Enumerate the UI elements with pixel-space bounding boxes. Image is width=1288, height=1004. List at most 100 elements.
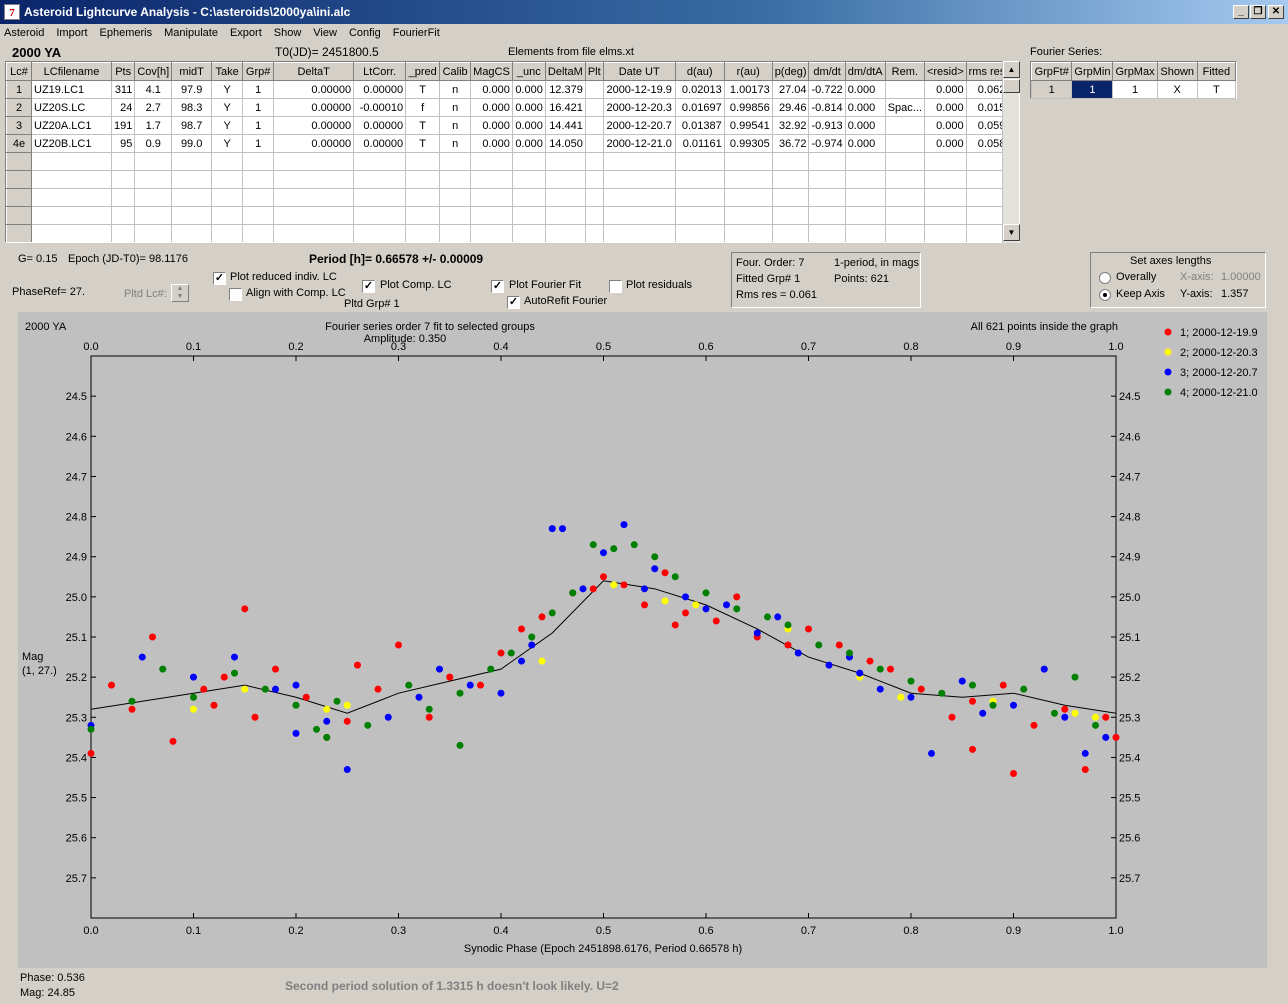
table-cell[interactable] [31,170,112,189]
table-cell[interactable]: 2000-12-21.0 [602,134,676,153]
fs-cell-grpft[interactable]: 1 [1030,80,1073,99]
lc-col-header[interactable]: _pred [405,62,441,81]
table-cell[interactable] [884,116,925,135]
fs-cell-grpmin[interactable]: 1 [1071,80,1114,99]
table-cell[interactable] [923,206,967,225]
table-cell[interactable] [584,224,604,242]
scroll-down-icon[interactable]: ▼ [1003,224,1020,241]
table-cell[interactable]: 0.00000 [273,98,355,117]
lc-col-header[interactable]: dm/dtA [844,62,886,81]
table-cell[interactable] [171,152,213,171]
table-cell[interactable]: 0.062 [965,80,1009,99]
table-cell[interactable] [808,206,846,225]
table-cell[interactable] [171,170,213,189]
table-cell[interactable]: n [439,116,472,135]
table-cell[interactable] [470,206,513,225]
table-cell[interactable] [171,188,213,207]
table-cell[interactable]: -0.974 [808,134,846,153]
table-cell[interactable]: 24 [110,98,136,117]
table-cell[interactable]: 98.7 [171,116,213,135]
table-cell[interactable] [674,170,725,189]
table-cell[interactable] [211,206,244,225]
fs-col-grpmin[interactable]: GrpMin [1071,62,1114,81]
lc-col-header[interactable]: Plt [584,62,604,81]
lc-col-header[interactable]: MagCS [470,62,513,81]
table-cell[interactable] [353,188,407,207]
menu-export[interactable]: Export [229,27,262,39]
table-cell[interactable]: 0.000 [470,134,513,153]
lightcurve-table[interactable]: Lc# LCfilename Pts Cov[h] midT Take Grp# DeltaT… [5,61,1020,243]
table-cell[interactable] [242,170,275,189]
table-cell[interactable] [602,206,676,225]
table-cell[interactable] [242,188,275,207]
fs-col-fitted[interactable]: Fitted [1196,62,1237,81]
table-cell[interactable] [844,152,886,171]
lc-col-header[interactable]: LCfilename [31,62,112,81]
table-cell[interactable]: 1 [242,80,275,99]
table-cell[interactable] [110,188,136,207]
lc-col-header[interactable]: Cov[h] [134,62,173,81]
table-cell[interactable] [405,152,441,171]
table-cell[interactable]: -0.722 [808,80,846,99]
autorefit-checkbox[interactable]: ✓ [507,296,520,309]
table-cell[interactable] [602,170,676,189]
table-cell[interactable] [771,206,810,225]
table-cell[interactable] [439,224,472,242]
lc-col-header[interactable]: Rem. [884,62,925,81]
close-button[interactable]: ✕ [1268,5,1284,19]
lc-col-header[interactable]: Date UT [602,62,676,81]
table-cell[interactable]: 32.92 [771,116,810,135]
table-cell[interactable]: 0.000 [470,116,513,135]
table-cell[interactable]: 0.000 [511,116,546,135]
table-cell[interactable] [602,188,676,207]
overally-radio[interactable] [1099,272,1111,284]
lc-col-header[interactable]: Grp# [242,62,275,81]
fs-cell-fitted[interactable]: T [1196,80,1237,99]
lc-col-header[interactable]: Calib [439,62,472,81]
table-cell[interactable]: 1 [242,98,275,117]
table-cell[interactable]: UZ20A.LC1 [31,116,112,135]
table-cell[interactable] [134,224,173,242]
table-cell[interactable]: 97.9 [171,80,213,99]
table-cell[interactable] [584,170,604,189]
table-cell[interactable]: Spac... [884,98,925,117]
plot-residuals-checkbox[interactable] [609,280,622,293]
table-cell[interactable]: 27.04 [771,80,810,99]
table-cell[interactable] [439,206,472,225]
table-cell[interactable] [31,188,112,207]
table-cell[interactable]: Y [211,80,244,99]
table-cell[interactable] [110,206,136,225]
minimize-button[interactable]: _ [1233,5,1249,19]
table-cell[interactable] [584,152,604,171]
table-cell[interactable] [273,188,355,207]
table-cell[interactable] [771,224,810,242]
table-cell[interactable]: 0.01697 [674,98,725,117]
table-cell[interactable]: 0.000 [470,98,513,117]
table-cell[interactable] [171,206,213,225]
table-cell[interactable] [674,224,725,242]
table-cell[interactable] [511,152,546,171]
table-cell[interactable] [110,170,136,189]
table-cell[interactable]: n [439,80,472,99]
table-cell[interactable]: 1.7 [134,116,173,135]
table-cell[interactable] [242,224,275,242]
lc-col-header[interactable]: midT [171,62,213,81]
menu-import[interactable]: Import [56,27,88,39]
table-cell[interactable] [405,188,441,207]
table-row-empty[interactable] [6,224,1009,242]
lc-col-header[interactable]: <resid> [923,62,967,81]
lc-col-header[interactable]: dm/dt [808,62,846,81]
table-cell[interactable] [544,188,586,207]
table-cell[interactable] [273,170,355,189]
menu-manipulate[interactable]: Manipulate [164,27,218,39]
table-cell[interactable] [134,206,173,225]
table-cell[interactable] [844,206,886,225]
table-cell[interactable]: 98.3 [171,98,213,117]
table-cell[interactable] [723,152,773,171]
table-cell[interactable] [602,152,676,171]
table-cell[interactable] [884,224,925,242]
row-header[interactable] [6,206,32,225]
table-row-empty[interactable] [6,170,1009,189]
